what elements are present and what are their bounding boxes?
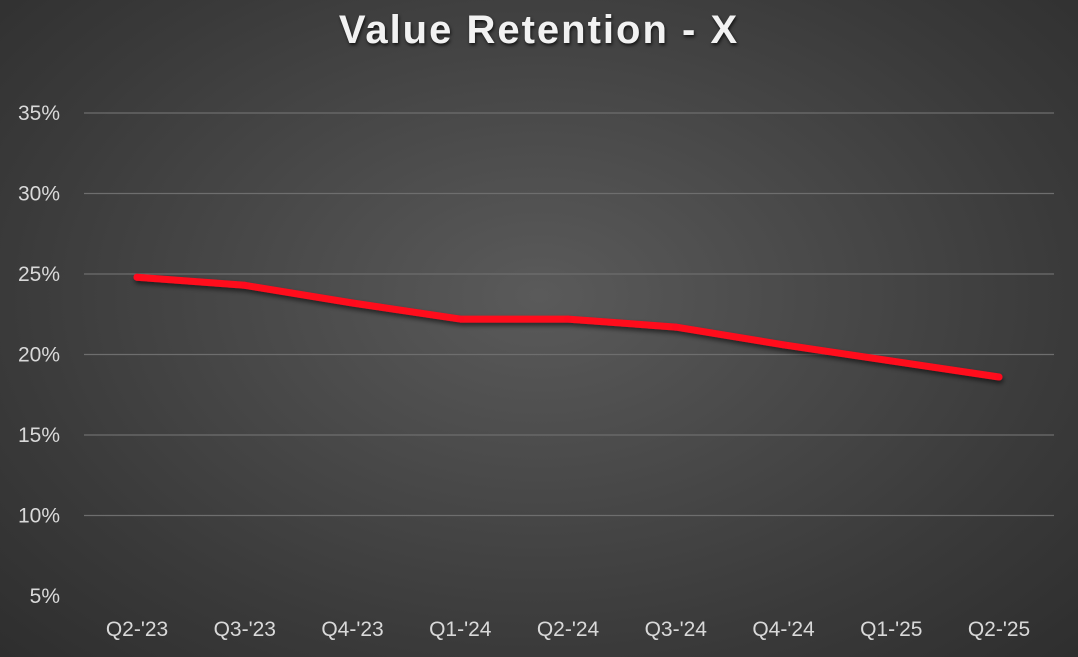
y-tick-label: 30% xyxy=(18,183,60,206)
y-tick-label: 20% xyxy=(18,344,60,367)
data-point xyxy=(672,323,680,331)
x-tick-label: Q2-'23 xyxy=(106,618,168,641)
y-tick-label: 10% xyxy=(18,505,60,528)
x-axis-ticks: Q2-'23 Q3-'23 Q4-'23 Q1-'24 Q2-'24 Q3-'24 Q4-'… xyxy=(106,618,1030,641)
chart-title: Value Retention - X xyxy=(338,8,740,52)
x-tick-label: Q2-'25 xyxy=(968,618,1030,641)
x-tick-label: Q2-'24 xyxy=(537,618,600,641)
y-tick-label: 5% xyxy=(30,585,60,608)
x-tick-label: Q4-'24 xyxy=(752,618,815,641)
x-tick-label: Q3-'24 xyxy=(645,618,708,641)
data-point xyxy=(456,315,464,323)
data-point xyxy=(995,373,1003,381)
gridlines xyxy=(84,112,1054,517)
data-point xyxy=(780,341,787,349)
x-tick-label: Q1-'25 xyxy=(860,618,922,641)
series-layer xyxy=(133,273,1003,381)
x-tick-label: Q1-'24 xyxy=(429,618,492,641)
data-point xyxy=(349,299,356,307)
y-axis-ticks: 5% 10% 15% 20% 25% 30% 35% xyxy=(18,102,60,608)
y-tick-label: 25% xyxy=(18,263,60,286)
y-tick-label: 15% xyxy=(18,424,60,447)
data-point xyxy=(133,273,141,281)
x-tick-label: Q4-'23 xyxy=(321,618,383,641)
series-line xyxy=(133,273,1003,381)
data-point xyxy=(887,357,895,365)
data-point xyxy=(564,315,572,323)
x-tick-label: Q3-'23 xyxy=(214,618,276,641)
data-point xyxy=(241,281,249,289)
y-tick-label: 35% xyxy=(18,102,60,125)
